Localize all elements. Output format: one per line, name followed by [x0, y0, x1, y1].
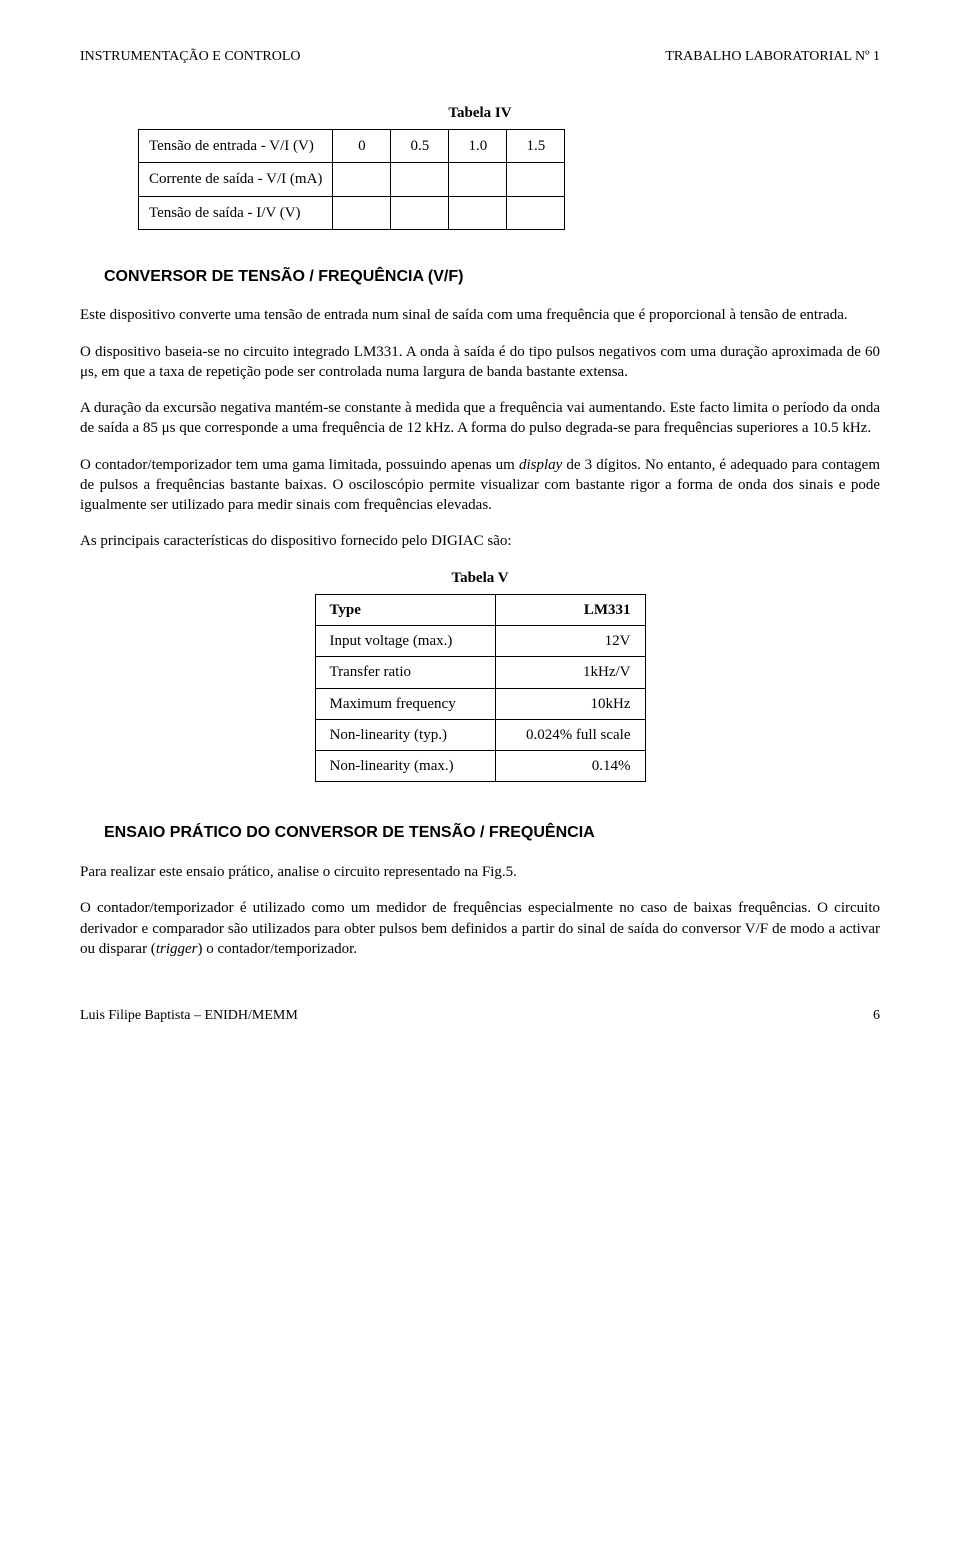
cell: 0.5 — [391, 130, 449, 163]
paragraph: O dispositivo baseia-se no circuito inte… — [80, 342, 880, 383]
footer-left: Luis Filipe Baptista – ENIDH/MEMM — [80, 1007, 298, 1026]
table-row: Tensão de entrada - V/I (V) 0 0.5 1.0 1.… — [139, 130, 565, 163]
cell — [333, 163, 391, 196]
cell: 0.14% — [495, 751, 645, 782]
row-label: Corrente de saída - V/I (mA) — [139, 163, 333, 196]
paragraph: As principais características do disposi… — [80, 531, 880, 551]
cell: 0.024% full scale — [495, 719, 645, 750]
cell: 1.5 — [507, 130, 565, 163]
cell — [391, 163, 449, 196]
section1-title: CONVERSOR DE TENSÃO / FREQUÊNCIA (V/F) — [104, 266, 880, 288]
header-right: TRABALHO LABORATORIAL Nº 1 — [665, 48, 880, 67]
section2-title: ENSAIO PRÁTICO DO CONVERSOR DE TENSÃO / … — [104, 822, 880, 844]
italic-word: trigger — [156, 941, 198, 957]
paragraph: A duração da excursão negativa mantém-se… — [80, 398, 880, 439]
table-row: Non-linearity (typ.) 0.024% full scale — [315, 719, 645, 750]
cell — [507, 163, 565, 196]
cell: Transfer ratio — [315, 657, 495, 688]
row-label: Tensão de saída - I/V (V) — [139, 196, 333, 229]
header-left: INSTRUMENTAÇÃO E CONTROLO — [80, 48, 301, 67]
paragraph: Este dispositivo converte uma tensão de … — [80, 305, 880, 325]
cell — [449, 196, 507, 229]
cell: Non-linearity (max.) — [315, 751, 495, 782]
row-label: Tensão de entrada - V/I (V) — [139, 130, 333, 163]
table-row: Transfer ratio 1kHz/V — [315, 657, 645, 688]
cell: Non-linearity (typ.) — [315, 719, 495, 750]
running-footer: Luis Filipe Baptista – ENIDH/MEMM 6 — [80, 1007, 880, 1026]
table-row: Maximum frequency 10kHz — [315, 688, 645, 719]
italic-word: display — [519, 457, 562, 473]
cell: 1kHz/V — [495, 657, 645, 688]
cell: Maximum frequency — [315, 688, 495, 719]
cell — [333, 196, 391, 229]
table5-caption: Tabela V — [80, 568, 880, 588]
table-row: Tensão de saída - I/V (V) — [139, 196, 565, 229]
cell — [391, 196, 449, 229]
table4: Tensão de entrada - V/I (V) 0 0.5 1.0 1.… — [138, 129, 565, 230]
cell: 10kHz — [495, 688, 645, 719]
table-row: Input voltage (max.) 12V — [315, 626, 645, 657]
paragraph: O contador/temporizador tem uma gama lim… — [80, 455, 880, 516]
table-row: Corrente de saída - V/I (mA) — [139, 163, 565, 196]
table4-caption: Tabela IV — [80, 103, 880, 123]
cell: 0 — [333, 130, 391, 163]
table5: Type LM331 Input voltage (max.) 12V Tran… — [315, 594, 646, 783]
running-header: INSTRUMENTAÇÃO E CONTROLO TRABALHO LABOR… — [80, 48, 880, 67]
cell: 12V — [495, 626, 645, 657]
cell — [449, 163, 507, 196]
cell: 1.0 — [449, 130, 507, 163]
table-row: Type LM331 — [315, 594, 645, 625]
cell: LM331 — [495, 594, 645, 625]
table-row: Non-linearity (max.) 0.14% — [315, 751, 645, 782]
page-number: 6 — [873, 1007, 880, 1026]
text-run: ) o contador/temporizador. — [197, 941, 357, 957]
cell: Input voltage (max.) — [315, 626, 495, 657]
cell: Type — [315, 594, 495, 625]
paragraph: Para realizar este ensaio prático, anali… — [80, 862, 880, 882]
text-run: O contador/temporizador tem uma gama lim… — [80, 457, 519, 473]
cell — [507, 196, 565, 229]
paragraph: O contador/temporizador é utilizado como… — [80, 898, 880, 959]
